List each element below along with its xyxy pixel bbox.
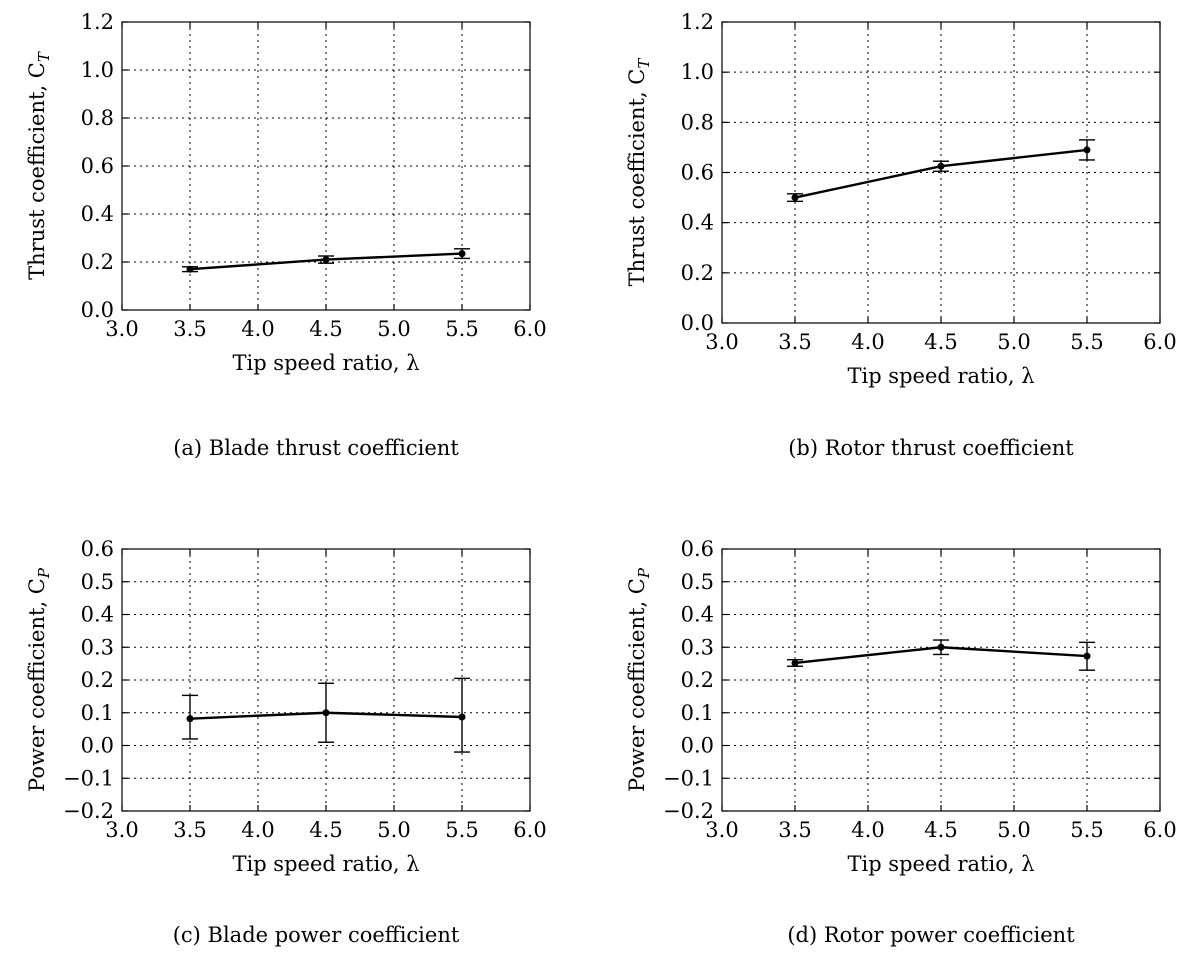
x-tick-label: 6.0 [513,818,546,842]
x-tick-label: 6.0 [513,317,546,341]
y-tick-label: 0.5 [681,570,714,594]
plot-frame [121,548,531,812]
y-tick-label: 0.4 [81,202,114,226]
y-tick-label: −0.1 [63,766,114,790]
y-tick-label: 1.0 [81,58,114,82]
x-tick-label: 5.5 [1070,818,1103,842]
y-tick-label: 0.1 [81,701,114,725]
x-axis-label: Tip speed ratio, λ [847,852,1034,876]
chart-caption: (d) Rotor power coefficient [787,923,1075,947]
y-axis-label: Power coefficient, CP [625,567,653,792]
data-point [937,162,945,170]
chart-panel-3: 3.0 3.5 4.0 4.5 5.0 5.5 6.0 −0.2 −0.1 0.0 0.1 0.2 0.… [25,537,547,947]
x-tick-label: 6.0 [1143,330,1176,354]
y-tick-label: 1.0 [681,60,714,84]
data-point [186,265,194,273]
x-tick-label: 5.5 [1070,330,1103,354]
y-tick-label: 0.8 [681,110,714,134]
x-tick-label: 5.0 [997,330,1030,354]
x-tick-label: 3.5 [173,818,206,842]
y-axis-label: Thrust coefficient, CT [25,51,53,280]
x-tick-label: 3.0 [705,818,738,842]
x-tick-label: 4.5 [924,330,957,354]
y-tick-label: 0.2 [681,261,714,285]
y-axis-label: Power coefficient, CP [25,567,53,792]
plot-frame [721,548,1161,812]
x-tick-label: 4.5 [309,818,342,842]
y-tick-label: 0.2 [81,668,114,692]
x-tick-label: 3.0 [105,818,138,842]
x-tick-label: 5.5 [445,317,478,341]
x-tick-label: 5.0 [997,818,1030,842]
x-tick-label: 5.5 [445,818,478,842]
y-tick-label: 0.0 [681,311,714,335]
y-tick-label: 0.6 [81,537,114,561]
y-tick-label: 0.0 [81,734,114,758]
x-tick-label: 3.5 [173,317,206,341]
data-point [1083,146,1091,154]
data-point [458,250,466,258]
y-tick-label: 0.4 [681,603,714,627]
data-point [322,709,330,717]
y-tick-label: 0.6 [681,537,714,561]
y-tick-label: 0.3 [81,635,114,659]
y-tick-label: −0.2 [63,799,114,823]
y-tick-label: 0.6 [681,161,714,185]
x-tick-label: 3.5 [778,818,811,842]
data-point [186,715,194,723]
data-point [322,256,330,264]
y-tick-label: −0.1 [663,766,714,790]
y-tick-label: −0.2 [663,799,714,823]
data-point [458,713,466,721]
plot-frame [721,21,1161,324]
y-tick-label: 0.3 [681,635,714,659]
x-tick-label: 3.0 [705,330,738,354]
x-tick-label: 4.0 [851,818,884,842]
chart-caption: (a) Blade thrust coefficient [173,436,459,460]
chart-caption: (c) Blade power coefficient [173,923,460,947]
chart-panel-4: 3.0 3.5 4.0 4.5 5.0 5.5 6.0 −0.2 −0.1 0.0 0.1 0.2 0.… [625,537,1177,947]
y-tick-label: 0.5 [81,570,114,594]
x-axis-label: Tip speed ratio, λ [232,852,419,876]
y-tick-label: 0.1 [681,701,714,725]
data-point [1083,652,1091,660]
x-tick-label: 5.0 [377,818,410,842]
data-point [937,643,945,651]
plot-frame [121,21,531,311]
x-axis-label: Tip speed ratio, λ [232,351,419,375]
chart-panel-2: 3.0 3.5 4.0 4.5 5.0 5.5 6.0 0.0 0.2 0.4 0.6 0.8 1.0 1… [625,10,1177,460]
chart-panel-1: 3.0 3.5 4.0 4.5 5.0 5.5 6.0 0.0 0.2 0.4 0.6 0.8 1.0 1… [25,10,547,460]
y-axis-label: Thrust coefficient, CT [625,58,653,287]
y-tick-label: 0.0 [81,298,114,322]
y-tick-label: 0.8 [81,106,114,130]
x-tick-label: 4.0 [851,330,884,354]
x-tick-label: 4.5 [309,317,342,341]
y-tick-label: 0.2 [81,250,114,274]
x-tick-label: 4.0 [241,818,274,842]
chart-caption: (b) Rotor thrust coefficient [788,436,1074,460]
x-tick-label: 5.0 [377,317,410,341]
y-tick-label: 0.4 [681,211,714,235]
y-tick-label: 0.6 [81,154,114,178]
y-tick-label: 0.2 [681,668,714,692]
x-tick-label: 4.5 [924,818,957,842]
y-tick-label: 0.0 [681,734,714,758]
x-tick-label: 6.0 [1143,818,1176,842]
x-axis-label: Tip speed ratio, λ [847,364,1034,388]
x-tick-label: 3.5 [778,330,811,354]
x-tick-label: 3.0 [105,317,138,341]
y-tick-label: 0.4 [81,603,114,627]
y-tick-label: 1.2 [681,10,714,34]
y-tick-label: 1.2 [81,10,114,34]
data-point [791,659,799,667]
data-point [791,194,799,202]
x-tick-label: 4.0 [241,317,274,341]
